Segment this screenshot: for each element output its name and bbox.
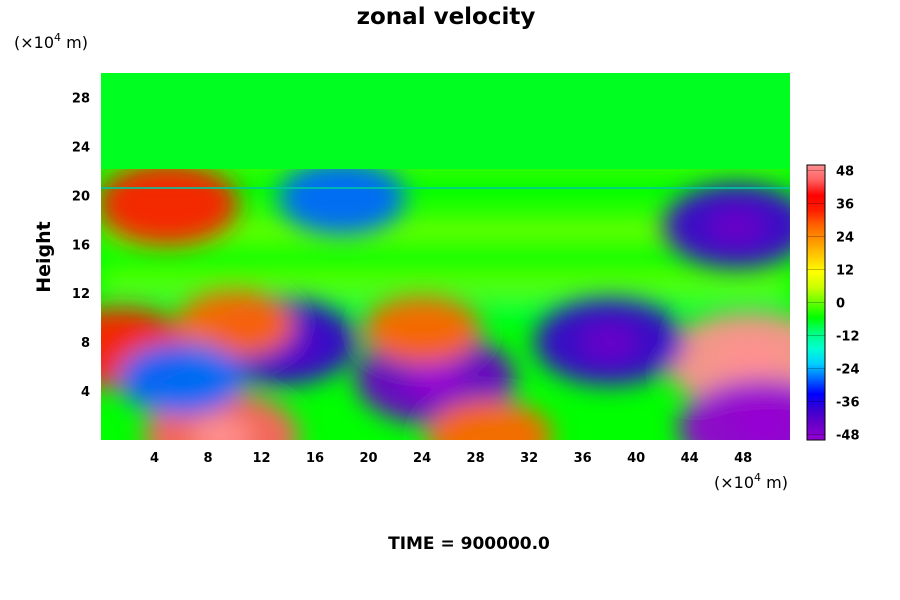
colorbar-tick-label: 36 <box>836 198 854 213</box>
time-label: TIME = 900000.0 <box>388 534 550 554</box>
data-feature-core-6 <box>404 360 467 398</box>
data-feature-13 <box>117 342 245 416</box>
x-unit-label: (×104 m) <box>714 471 788 492</box>
colorbar-ticks: 48 36 24 12 0 -12 -24 -36 -48 <box>807 165 860 444</box>
y-axis-label: Height <box>33 221 55 293</box>
y-axis-ticks: 4 8 12 16 20 24 28 <box>72 91 90 400</box>
x-tick-label: 48 <box>734 451 752 466</box>
data-feature-12 <box>425 399 553 440</box>
x-tick-label: 28 <box>467 451 485 466</box>
x-tick-label: 4 <box>150 451 159 466</box>
data-feature-8 <box>101 163 239 245</box>
colorbar-tick-label: -24 <box>836 363 860 378</box>
x-tick-label: 12 <box>252 451 270 466</box>
data-feature-9 <box>278 161 406 235</box>
colorbar-tick-label: -12 <box>836 330 860 345</box>
y-tick-label: 12 <box>72 287 90 302</box>
texture-band <box>101 249 790 268</box>
texture-band <box>101 274 790 293</box>
data-feature-11 <box>363 295 482 364</box>
x-tick-label: 32 <box>520 451 538 466</box>
chart-title: zonal velocity <box>357 4 536 30</box>
colorbar-tick-label: -48 <box>836 429 860 444</box>
y-tick-label: 20 <box>72 189 90 204</box>
data-feature-10 <box>175 289 294 358</box>
feature-layer <box>101 161 790 440</box>
x-tick-label: 8 <box>204 451 213 466</box>
colorbar-tick-label: 12 <box>836 264 854 279</box>
y-tick-label: 8 <box>81 336 90 351</box>
plot-area <box>101 73 790 440</box>
y-tick-label: 16 <box>72 238 90 253</box>
colorbar-tick-label: 24 <box>836 231 854 246</box>
data-feature-core-1 <box>730 408 790 440</box>
x-tick-label: 36 <box>574 451 592 466</box>
data-feature-core-0 <box>717 340 783 381</box>
x-axis-ticks: 4 8 12 16 20 24 28 32 36 40 44 48 <box>150 451 752 466</box>
colorbar-tick-label: -36 <box>836 396 860 411</box>
x-tick-label: 44 <box>681 451 699 466</box>
y-unit-label: (×104 m) <box>14 31 88 52</box>
data-feature-core-3 <box>191 418 252 440</box>
x-tick-label: 24 <box>413 451 431 466</box>
y-tick-label: 28 <box>72 91 90 106</box>
y-tick-label: 4 <box>81 385 90 400</box>
colorbar-tick-label: 48 <box>836 165 854 180</box>
data-feature-core-5 <box>580 324 639 360</box>
colorbar: 48 36 24 12 0 -12 -24 -36 -48 <box>806 164 860 444</box>
y-tick-label: 24 <box>72 140 90 155</box>
colorbar-tick-label: 0 <box>836 297 845 312</box>
texture-band <box>101 219 790 238</box>
x-tick-label: 20 <box>360 451 378 466</box>
x-tick-label: 16 <box>306 451 324 466</box>
x-tick-label: 40 <box>627 451 645 466</box>
data-feature-core-7 <box>708 209 765 243</box>
upper-stratosphere <box>101 73 790 169</box>
